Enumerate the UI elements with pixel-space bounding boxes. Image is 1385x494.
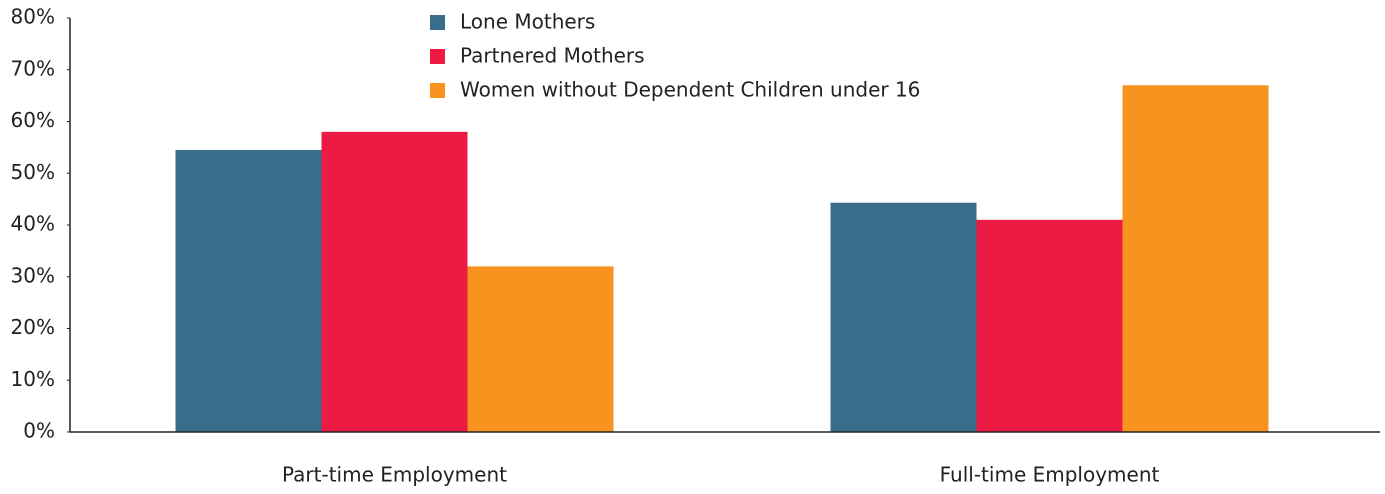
y-tick-label: 70% <box>11 56 55 80</box>
legend-swatch <box>430 15 445 30</box>
y-tick-label: 50% <box>11 160 55 184</box>
legend-swatch <box>430 49 445 64</box>
y-tick-label: 40% <box>11 212 55 236</box>
x-tick-label: Full-time Employment <box>940 463 1160 487</box>
y-tick-label: 10% <box>11 367 55 391</box>
y-tick-label: 30% <box>11 263 55 287</box>
legend-label: Women without Dependent Children under 1… <box>460 78 920 102</box>
bar <box>1122 85 1269 433</box>
bar <box>830 202 977 432</box>
bar <box>976 219 1123 432</box>
legend-label: Lone Mothers <box>460 10 595 34</box>
legend-label: Partnered Mothers <box>460 44 645 68</box>
bar <box>321 131 468 432</box>
y-tick-label: 20% <box>11 315 55 339</box>
y-tick-label: 80% <box>11 5 55 29</box>
bar <box>467 266 614 432</box>
legend-swatch <box>430 83 445 98</box>
y-tick-label: 60% <box>11 108 55 132</box>
bar <box>175 149 322 432</box>
y-tick-label: 0% <box>23 419 55 443</box>
x-tick-label: Part-time Employment <box>282 463 507 487</box>
